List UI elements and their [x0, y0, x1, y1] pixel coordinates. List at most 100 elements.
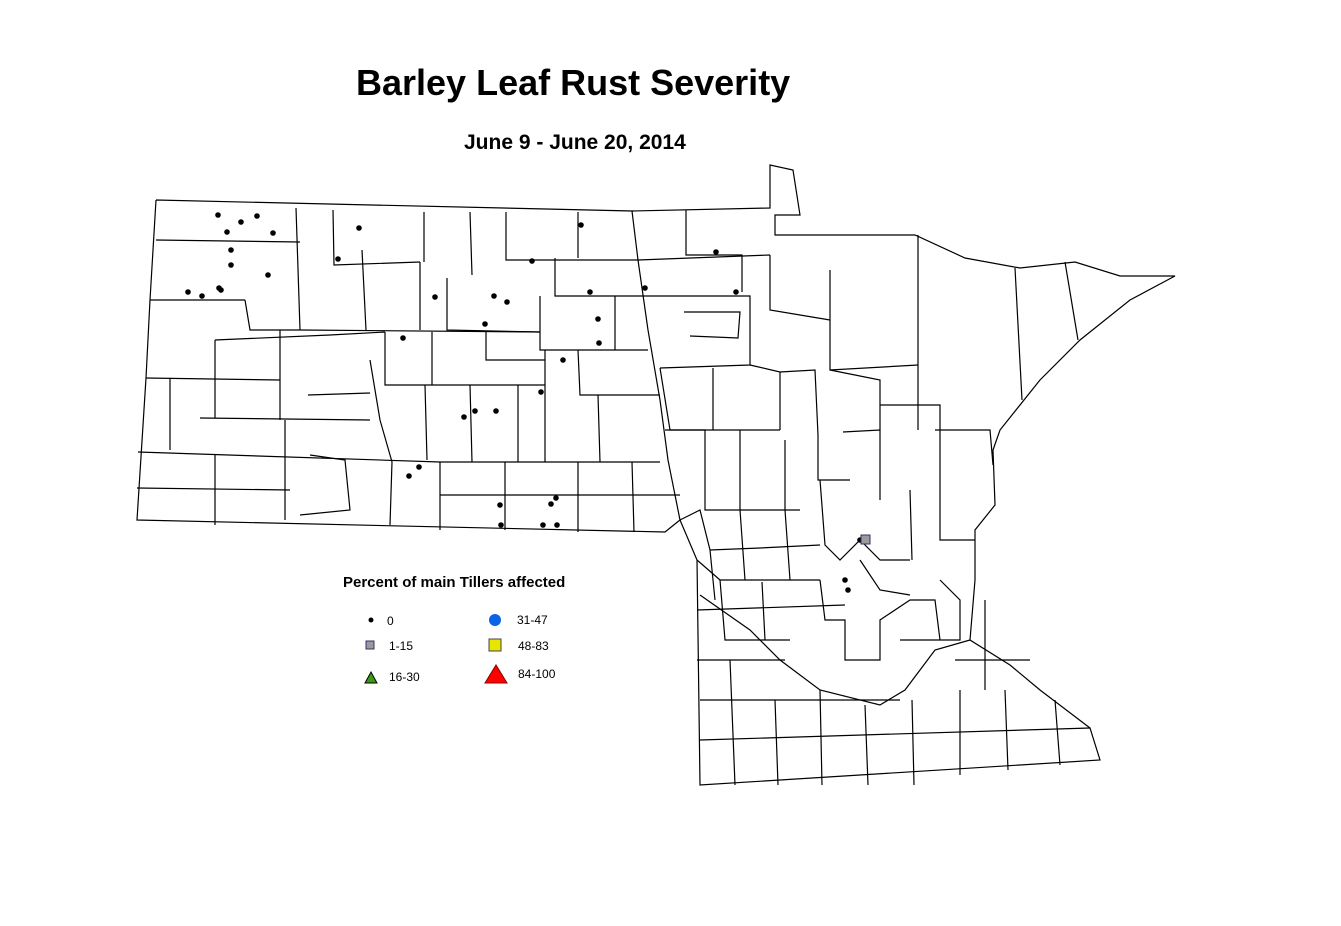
county-boundary: [784, 509, 791, 581]
county-boundary: [679, 509, 821, 551]
county-boundary: [369, 359, 393, 526]
county-boundary: [539, 296, 648, 351]
county-boundary: [640, 295, 751, 369]
observation-point-0: [400, 335, 406, 341]
legend-label-48-83: 48-83: [518, 639, 549, 653]
observation-point-0: [498, 522, 504, 528]
legend-dot-symbol: [368, 617, 374, 623]
county-boundary: [900, 579, 961, 641]
county-boundary: [739, 509, 746, 581]
county-boundary: [696, 604, 846, 611]
observation-point-0: [356, 225, 362, 231]
legend-label-0: 0: [387, 614, 394, 628]
observation-point-0: [432, 294, 438, 300]
observation-point-0: [416, 464, 422, 470]
county-boundary: [637, 254, 771, 261]
county-boundary: [665, 429, 800, 511]
county-boundary: [439, 461, 660, 530]
county-boundary: [829, 369, 881, 430]
county-boundary: [505, 212, 638, 261]
county-boundary: [307, 392, 371, 396]
county-boundary: [909, 489, 913, 561]
observation-point-0: [504, 299, 510, 305]
county-boundary: [137, 451, 441, 463]
county-boundary: [684, 311, 741, 339]
county-boundary: [817, 435, 850, 481]
legend-green-triangle-symbol: [364, 670, 378, 684]
county-boundary: [361, 249, 367, 331]
county-boundary: [769, 255, 831, 321]
county-boundary: [384, 332, 545, 386]
legend-label-1-15: 1-15: [389, 639, 414, 653]
observation-point-0: [482, 321, 488, 327]
observation-point-1-15: [860, 534, 871, 545]
legend-label-16-30: 16-30: [389, 670, 420, 684]
county-boundary: [659, 367, 780, 431]
county-boundary: [819, 689, 823, 786]
county-boundary: [749, 364, 781, 430]
county-boundary: [1014, 267, 1023, 401]
legend-symbols: [364, 614, 508, 684]
observation-point-0: [578, 222, 584, 228]
observation-point-0: [560, 357, 566, 363]
county-boundary: [859, 559, 911, 596]
county-boundary: [1064, 261, 1079, 341]
observation-point-0: [185, 289, 191, 295]
observation-point-0: [224, 229, 230, 235]
county-boundary: [829, 270, 919, 371]
observation-point-0: [842, 577, 848, 583]
map-subtitle: June 9 - June 20, 2014: [464, 131, 686, 154]
county-boundary: [244, 299, 300, 331]
observation-point-0: [642, 285, 648, 291]
observation-points: [185, 212, 871, 593]
county-boundary: [145, 377, 281, 381]
county-boundary: [685, 210, 743, 292]
county-boundary: [880, 404, 941, 500]
observation-point-0: [493, 408, 499, 414]
county-boundary: [597, 394, 601, 463]
observation-point-0: [228, 262, 234, 268]
county-boundary: [819, 579, 941, 661]
observation-point-0: [553, 495, 559, 501]
county-boundaries: [136, 164, 1176, 786]
legend-gray-square-symbol: [365, 640, 375, 650]
observation-point-0: [228, 247, 234, 253]
legend-label-31-47: 31-47: [517, 613, 548, 627]
observation-point-0: [733, 289, 739, 295]
observation-point-0: [270, 230, 276, 236]
observation-point-0: [254, 213, 260, 219]
observation-point-0: [529, 258, 535, 264]
county-boundary: [631, 461, 635, 533]
county-boundary: [446, 278, 541, 333]
county-boundary: [136, 199, 681, 533]
legend-yellow-square-symbol: [488, 638, 502, 652]
county-boundary: [696, 559, 820, 581]
county-boundary: [935, 429, 994, 466]
legend-title: Percent of main Tillers affected: [343, 574, 566, 591]
observation-point-0: [713, 249, 719, 255]
observation-point-0: [538, 389, 544, 395]
county-boundary: [779, 369, 819, 436]
county-boundary: [719, 579, 790, 641]
county-boundary: [729, 659, 736, 786]
observation-point-0: [215, 212, 221, 218]
observation-point-0: [491, 293, 497, 299]
observation-point-0: [199, 293, 205, 299]
county-boundary: [424, 384, 428, 461]
observation-point-0: [554, 522, 560, 528]
county-boundary: [485, 332, 545, 361]
observation-point-0: [265, 272, 271, 278]
county-boundary: [709, 549, 716, 601]
observation-point-0: [587, 289, 593, 295]
county-boundary: [842, 429, 881, 500]
observation-point-0: [595, 316, 601, 322]
observation-point-0: [461, 414, 467, 420]
observation-point-0: [540, 522, 546, 528]
county-boundary: [819, 479, 910, 561]
legend-blue-circle-symbol: [489, 614, 501, 626]
map-title: Barley Leaf Rust Severity: [356, 62, 791, 103]
county-boundary: [699, 594, 971, 706]
legend-label-84-100: 84-100: [518, 667, 556, 681]
county-boundary: [911, 699, 915, 786]
